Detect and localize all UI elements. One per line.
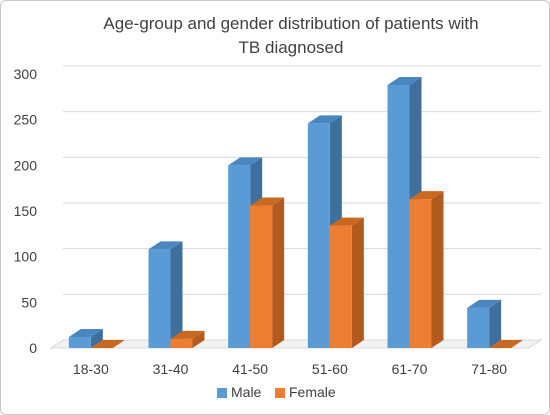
bar-side (90, 329, 103, 348)
bar-female-18-30 (90, 340, 125, 348)
bar-front (148, 249, 171, 348)
bar-top (489, 340, 524, 348)
bar-female-41-50 (250, 197, 285, 348)
x-tick-label: 31-40 (153, 361, 189, 377)
gridlines (63, 65, 541, 341)
y-axis-ticks: 0 50 100 150 200 250 300 (14, 66, 38, 356)
bar-side (431, 191, 444, 348)
bars (68, 76, 524, 349)
bar-top (467, 299, 502, 308)
legend: Male Female (217, 384, 336, 400)
chart-title-line-1: Age-group and gender distribution of pat… (103, 14, 478, 33)
bar-top (90, 340, 125, 348)
y-tick-label: 200 (14, 157, 38, 173)
bar-front (228, 165, 251, 348)
y-tick-label: 100 (14, 249, 38, 265)
bar-male-71-80 (467, 299, 502, 348)
bar-front (307, 123, 330, 348)
chart-title-line-2: TB diagnosed (239, 38, 344, 57)
bar-top (307, 115, 342, 124)
x-axis-ticks: 18-30 31-40 41-50 51-60 61-70 71-80 (73, 361, 507, 377)
bar-male-18-30 (68, 329, 103, 348)
bar-front (409, 199, 432, 348)
bar-male-31-40 (148, 241, 183, 348)
y-tick-label: 0 (29, 340, 37, 356)
bar-female-71-80 (489, 340, 524, 348)
bar-side (170, 241, 183, 348)
bar-front (387, 84, 410, 349)
x-tick-label: 71-80 (471, 361, 507, 377)
bar-front (250, 205, 273, 348)
bar-front (170, 338, 193, 348)
y-tick-label: 250 (14, 112, 38, 128)
legend-swatch-male (217, 388, 227, 398)
y-tick-label: 300 (14, 66, 38, 82)
bar-top (170, 330, 205, 339)
bar-top (250, 197, 285, 206)
bar-side (272, 197, 285, 348)
x-tick-label: 41-50 (232, 361, 268, 377)
bar-front (467, 307, 490, 348)
bar-female-51-60 (329, 217, 364, 348)
bar-female-31-40 (170, 330, 205, 348)
legend-label-female: Female (289, 384, 336, 400)
bar-side (489, 299, 502, 348)
x-tick-label: 18-30 (73, 361, 109, 377)
y-tick-label: 50 (21, 294, 37, 310)
bar-top (409, 191, 444, 200)
bar-top (387, 76, 422, 85)
legend-label-male: Male (231, 384, 262, 400)
bar-front (68, 337, 91, 348)
x-tick-label: 51-60 (312, 361, 348, 377)
legend-swatch-female (275, 388, 285, 398)
bar-female-61-70 (409, 191, 444, 348)
bar-side (192, 330, 205, 348)
bar-top (68, 329, 103, 338)
bar-top (329, 217, 364, 226)
bar-top (148, 241, 183, 250)
y-tick-label: 150 (14, 203, 38, 219)
x-tick-label: 61-70 (392, 361, 428, 377)
bar-side (351, 217, 364, 348)
bar-top (228, 157, 263, 166)
bar-front (329, 225, 352, 348)
